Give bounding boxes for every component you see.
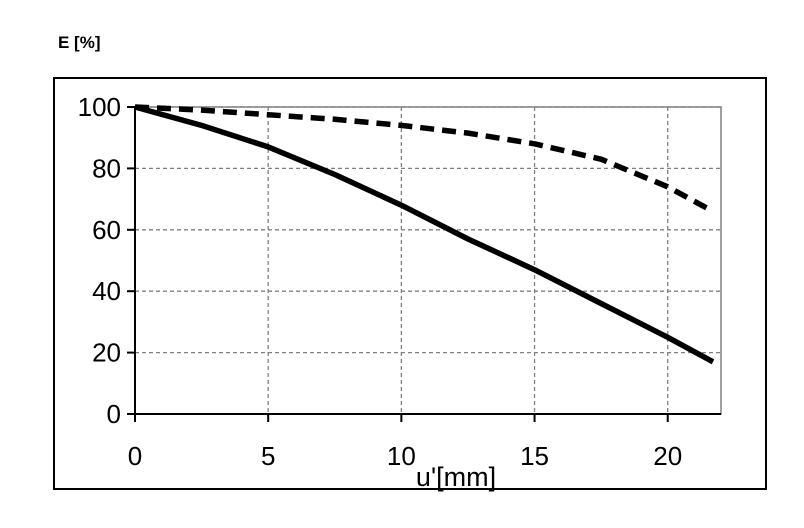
- x-tick-label: 5: [261, 441, 275, 471]
- y-tick-label: 40: [92, 276, 121, 306]
- axes: [127, 106, 721, 422]
- series-group: [134, 104, 715, 365]
- dashed-series-line: [134, 104, 715, 214]
- x-axis-label: u'[mm]: [416, 462, 496, 492]
- x-tick-label: 10: [387, 441, 416, 471]
- y-axis-label: E [%]: [58, 33, 101, 52]
- y-tick-label: 60: [92, 215, 121, 245]
- x-tick-label: 20: [653, 441, 682, 471]
- grid-lines: [135, 106, 721, 414]
- tick-labels: 0 20 40 60 80 100 0 5 10 15 20: [78, 92, 683, 471]
- x-tick-label: 0: [128, 441, 142, 471]
- y-tick-label: 100: [78, 92, 121, 122]
- y-tick-label: 80: [92, 153, 121, 183]
- solid-series-line: [134, 104, 715, 365]
- y-tick-label: 20: [92, 338, 121, 368]
- x-tick-label: 15: [520, 441, 549, 471]
- plot-area: [134, 106, 722, 415]
- chart-frame: [53, 77, 767, 490]
- y-tick-label: 0: [107, 399, 121, 429]
